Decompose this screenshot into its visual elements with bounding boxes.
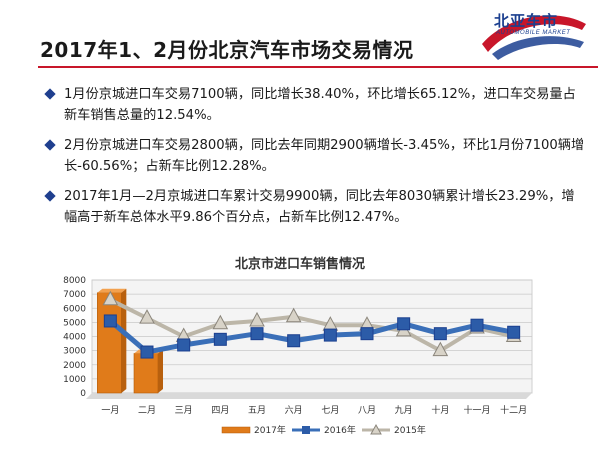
x-tick-label: 一月 (101, 405, 119, 416)
point-2016 (360, 327, 374, 341)
bullet-text: 1月份京城进口车交易7100辆，同比增长38.40%，环比增长65.12%，进口… (64, 87, 576, 123)
point-2015 (249, 311, 265, 327)
point-2016 (177, 338, 191, 352)
series-line-2015 (109, 297, 515, 353)
x-tick-label: 二月 (138, 405, 156, 416)
diamond-bullet-icon (44, 88, 56, 100)
y-tick-label: 3000 (63, 347, 86, 357)
x-tick-label: 四月 (211, 405, 229, 416)
bar-side (158, 349, 163, 393)
x-tick-label: 十月 (431, 404, 449, 416)
x-tick-label: 七月 (321, 405, 339, 416)
x-tick-label: 九月 (395, 405, 413, 416)
header: 2017年1、2月份北京汽车市场交易情况 北亚车市 AUTOMOBILE MAR… (0, 0, 600, 80)
logo-text: 北亚车市 (494, 12, 559, 30)
legend-label: 2016年 (324, 424, 356, 436)
point-2016 (397, 317, 411, 331)
logo-swoosh-icon (482, 15, 586, 60)
bar (97, 292, 122, 394)
y-tick-label: 4000 (63, 333, 86, 343)
x-tick-label: 五月 (248, 405, 266, 416)
point-2016 (433, 327, 447, 341)
point-2015 (139, 309, 155, 324)
bar-top (97, 288, 127, 293)
bullet-list: 1月份京城进口车交易7100辆，同比增长38.40%，环比增长65.12%，进口… (44, 84, 586, 237)
x-tick-label: 三月 (175, 405, 193, 416)
point-2015 (212, 314, 229, 330)
point-2016 (470, 318, 484, 332)
point-2016 (287, 334, 301, 348)
bullet-text: 2月份京城进口车交易2800辆，同比去年同期2900辆增长-3.45%，环比1月… (64, 138, 585, 174)
y-tick-label: 5000 (63, 318, 86, 328)
bullet-item: 1月份京城进口车交易7100辆，同比增长38.40%，环比增长65.12%，进口… (44, 84, 586, 126)
point-2016 (250, 327, 264, 341)
bullet-item: 2月份京城进口车交易2800辆，同比去年同期2900辆增长-3.45%，环比1月… (44, 135, 586, 177)
x-tick-label: 十二月 (500, 404, 527, 416)
diamond-bullet-icon (44, 139, 56, 151)
point-2016 (140, 345, 154, 359)
y-tick-label: 7000 (63, 290, 86, 300)
point-2015 (432, 341, 449, 357)
bullet-item: 2017年1月—2月京城进口车累计交易9900辆，同比去年8030辆累计增长23… (44, 186, 586, 228)
chart-title: 北京市进口车销售情况 (234, 257, 365, 272)
legend-label: 2017年 (254, 424, 286, 436)
bar-side (121, 288, 127, 393)
sales-chart: 0 1000 2000 3000 4000 5000 6000 7000 8000 一月 二月 三月 四… (63, 276, 533, 436)
point-2016 (507, 325, 521, 339)
y-tick-label: 8000 (63, 276, 86, 286)
y-tick-label: 2000 (63, 361, 86, 371)
y-tick-label: 0 (80, 389, 86, 399)
x-tick-label: 六月 (285, 404, 303, 416)
y-tick-label: 6000 (63, 304, 86, 314)
diamond-bullet-icon (44, 190, 56, 202)
legend-marker-2015 (370, 423, 382, 435)
point-2015 (102, 290, 119, 306)
bar (133, 353, 159, 394)
point-2016 (213, 332, 227, 346)
y-tick-label: 1000 (63, 375, 86, 385)
point-2015 (285, 307, 302, 323)
legend-swatch-2017 (221, 426, 251, 434)
logo-subtext: AUTOMOBILE MARKET (496, 30, 571, 36)
legend-marker-2016 (302, 426, 310, 434)
legend-label: 2015年 (394, 424, 426, 436)
x-tick-label: 十一月 (463, 404, 490, 416)
title-divider (38, 66, 598, 68)
point-2016 (323, 328, 337, 342)
bullet-text: 2017年1月—2月京城进口车累计交易9900辆，同比去年8030辆累计增长23… (64, 189, 575, 225)
point-2016 (103, 314, 117, 328)
x-tick-label: 八月 (358, 405, 376, 416)
chart-floor (86, 393, 532, 399)
page-title: 2017年1、2月份北京汽车市场交易情况 (40, 38, 414, 62)
